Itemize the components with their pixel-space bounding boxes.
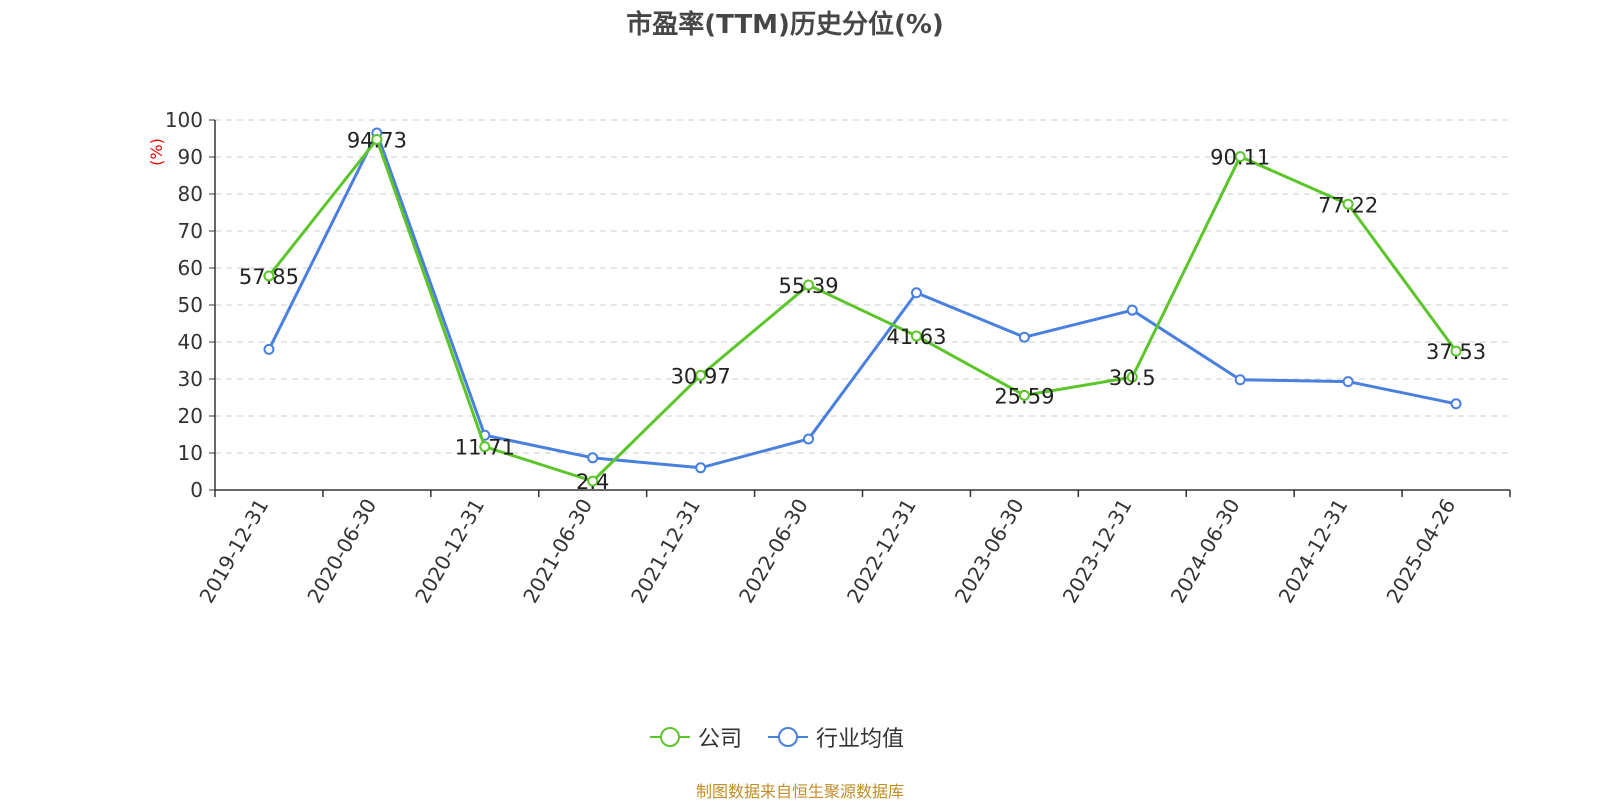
legend-item-industry-average[interactable]: 行业均值	[768, 721, 904, 753]
y-tick-label: 50	[178, 293, 203, 317]
data-label: 90.11	[1210, 146, 1270, 170]
data-label: 11.71	[455, 436, 515, 460]
x-tick-label: 2022-12-31	[842, 494, 921, 607]
x-tick-label: 2023-06-30	[950, 495, 1029, 608]
data-point-company	[479, 441, 491, 453]
data-point-industry-average	[910, 287, 922, 299]
data-point-company	[1126, 371, 1138, 383]
legend-industry-icon	[768, 727, 809, 747]
data-point-company	[695, 369, 707, 381]
data-point-industry-average	[1018, 331, 1030, 343]
x-tick-label: 2020-06-30	[302, 495, 381, 608]
data-label: 2.4	[576, 470, 609, 494]
y-axis-unit-label: (%)	[147, 138, 166, 166]
data-point-company	[1234, 151, 1246, 163]
legend: 公司 行业均值	[650, 722, 930, 752]
legend-company-icon	[650, 727, 690, 747]
data-label: 57.85	[239, 265, 299, 289]
legend-label-industry-average: 行业均值	[816, 727, 905, 752]
data-point-industry-average	[263, 343, 275, 355]
data-point-industry-average	[695, 462, 707, 474]
axes: 0 10 20 30 40 50 60 70 80 90 100 2019-12-31 2020-06-…	[165, 108, 1511, 608]
data-point-industry-average	[587, 452, 599, 464]
legend-label-company: 公司	[698, 727, 743, 752]
x-tick-label: 2024-06-30	[1166, 495, 1245, 608]
data-point-industry-average	[1126, 304, 1138, 316]
x-tick-label: 2025-04-26	[1381, 495, 1460, 608]
data-point-company	[371, 133, 383, 145]
x-tick-label: 2020-12-31	[410, 494, 489, 607]
source-note: 制图数据来自恒生聚源数据库	[695, 782, 904, 801]
data-label: 25.59	[994, 384, 1054, 408]
x-tick-label: 2021-06-30	[518, 495, 597, 608]
series-lines	[263, 127, 1462, 487]
x-tick-label: 2021-12-31	[626, 495, 705, 608]
data-point-company	[803, 279, 815, 291]
chart-title: 市盈率(TTM)历史分位(%)	[626, 10, 944, 40]
grid-lines	[215, 119, 1510, 454]
data-label: 30.97	[671, 364, 731, 388]
data-point-company	[1342, 198, 1354, 210]
y-tick-label: 10	[178, 441, 203, 465]
data-point-company	[263, 270, 275, 282]
data-label: 37.53	[1426, 340, 1486, 364]
data-label: 94.73	[347, 128, 407, 152]
data-point-industry-average	[1342, 376, 1354, 388]
data-point-industry-average	[1234, 374, 1246, 386]
data-point-company	[1018, 389, 1030, 401]
data-label: 41.63	[886, 325, 946, 349]
data-point-company	[587, 475, 599, 487]
series-line-industry-average	[267, 131, 1457, 470]
data-point-company	[1450, 345, 1462, 357]
y-tick-label: 80	[178, 182, 203, 206]
series-line-company	[267, 137, 1458, 483]
data-labels: 57.85 94.73 11.71 2.4 30.97 55.39 41.63 25.59 30…	[239, 128, 1486, 494]
x-tick-label: 2019-12-31	[194, 495, 273, 608]
legend-item-company[interactable]: 公司	[650, 721, 742, 753]
y-tick-label: 70	[178, 219, 203, 243]
data-point-industry-average	[1450, 398, 1462, 410]
data-label: 77.22	[1318, 193, 1378, 217]
y-tick-label: 0	[190, 478, 203, 502]
y-tick-label: 90	[178, 145, 203, 169]
data-label: 55.39	[778, 274, 838, 298]
data-point-company	[910, 330, 922, 342]
x-tick-label: 2024-12-31	[1274, 495, 1353, 608]
data-point-industry-average	[803, 433, 815, 445]
y-tick-label: 60	[178, 256, 203, 280]
y-tick-label: 100	[165, 108, 203, 132]
y-tick-label: 40	[178, 330, 203, 354]
y-tick-label: 30	[178, 367, 203, 391]
x-tick-label: 2023-12-31	[1058, 495, 1137, 608]
x-tick-label: 2022-06-30	[734, 495, 813, 608]
data-label: 30.5	[1109, 366, 1156, 390]
y-tick-label: 20	[178, 404, 203, 428]
